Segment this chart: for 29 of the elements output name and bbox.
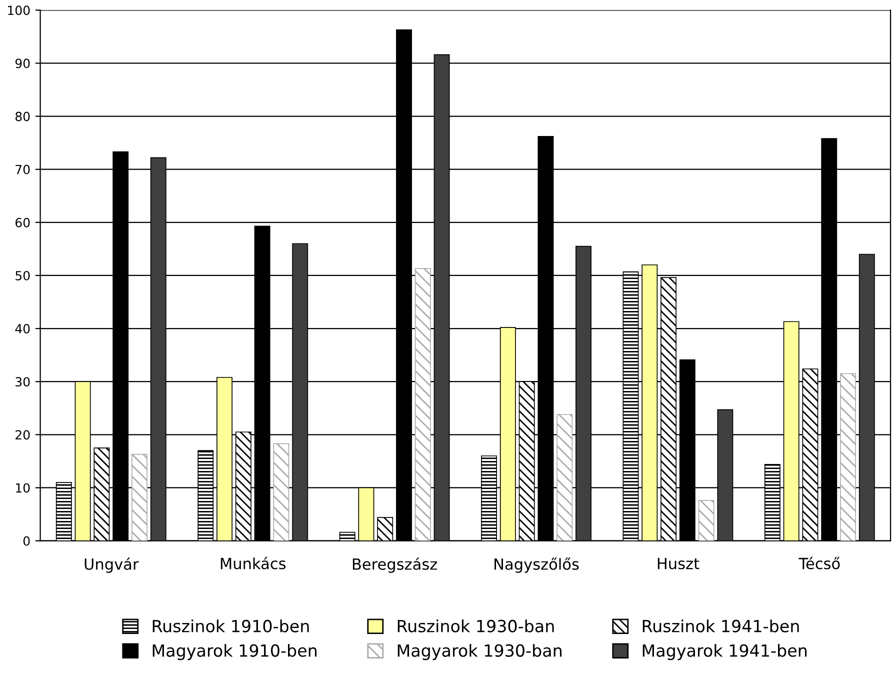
bar: [131, 454, 148, 541]
bar: [840, 373, 856, 541]
y-tick-label: 10: [16, 483, 30, 493]
y-tick-label: 20: [16, 430, 30, 440]
legend-label: Ruszinok 1930-ban: [398, 619, 554, 632]
bar: [698, 500, 714, 541]
bar: [556, 414, 573, 541]
y-tick-label: 40: [15, 324, 30, 334]
x-tick-label: Beregszász: [352, 557, 438, 573]
x-tick-label: Técső: [798, 556, 840, 570]
y-tick-label: 50: [16, 270, 30, 280]
y-tick-label: 0: [23, 536, 30, 546]
x-tick-label: Munkács: [220, 556, 286, 570]
bar: [273, 443, 290, 541]
legend-label: Magyarok 1910-ben: [152, 644, 316, 660]
bar: [414, 268, 431, 541]
x-tick-label: Ungvár: [84, 557, 139, 573]
x-tick-label: Nagyszőlős: [494, 557, 579, 573]
x-tick-label: Huszt: [658, 558, 700, 570]
legend-label: Magyarok 1930-ban: [398, 644, 562, 660]
y-tick-label: 70: [16, 164, 30, 174]
y-tick-label: 80: [15, 112, 30, 122]
y-tick-label: 90: [15, 58, 30, 68]
legend-label: Ruszinok 1910-ben: [152, 619, 309, 632]
legend-label: Magyarok 1941-ben: [642, 644, 807, 660]
y-tick-label: 60: [16, 218, 30, 228]
y-tick-label: 100: [8, 6, 30, 16]
y-tick-label: 30: [16, 377, 30, 387]
legend-label: Ruszinok 1941-ben: [642, 619, 799, 632]
